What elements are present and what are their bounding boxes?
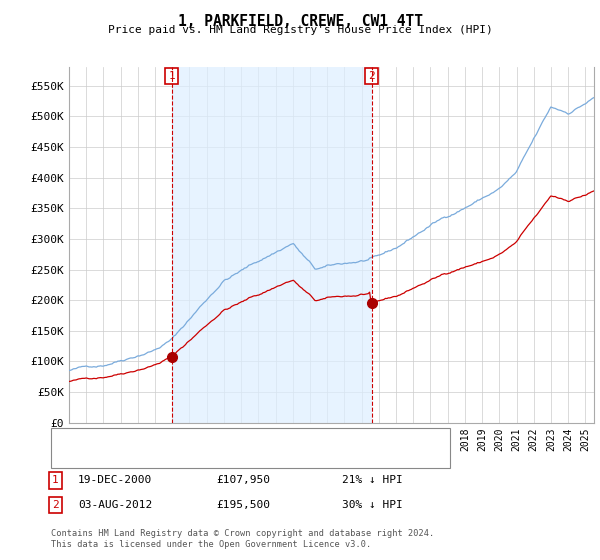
Text: ———: ——— xyxy=(58,432,80,445)
Text: 03-AUG-2012: 03-AUG-2012 xyxy=(78,500,152,510)
Text: 1, PARKFIELD, CREWE, CW1 4TT (detached house): 1, PARKFIELD, CREWE, CW1 4TT (detached h… xyxy=(96,433,377,444)
Text: 2: 2 xyxy=(52,500,59,510)
Text: HPI: Average price, detached house, Cheshire East: HPI: Average price, detached house, Ches… xyxy=(96,452,402,463)
Text: £107,950: £107,950 xyxy=(216,475,270,486)
Text: 1: 1 xyxy=(168,71,175,81)
Text: ———: ——— xyxy=(58,451,80,464)
Text: £195,500: £195,500 xyxy=(216,500,270,510)
Text: 21% ↓ HPI: 21% ↓ HPI xyxy=(342,475,403,486)
Text: 19-DEC-2000: 19-DEC-2000 xyxy=(78,475,152,486)
Text: Contains HM Land Registry data © Crown copyright and database right 2024.
This d: Contains HM Land Registry data © Crown c… xyxy=(51,529,434,549)
Bar xyxy=(172,67,371,423)
Text: 30% ↓ HPI: 30% ↓ HPI xyxy=(342,500,403,510)
Text: 1: 1 xyxy=(52,475,59,486)
Text: 2: 2 xyxy=(368,71,375,81)
Text: 1, PARKFIELD, CREWE, CW1 4TT: 1, PARKFIELD, CREWE, CW1 4TT xyxy=(178,14,422,29)
Text: Price paid vs. HM Land Registry's House Price Index (HPI): Price paid vs. HM Land Registry's House … xyxy=(107,25,493,35)
